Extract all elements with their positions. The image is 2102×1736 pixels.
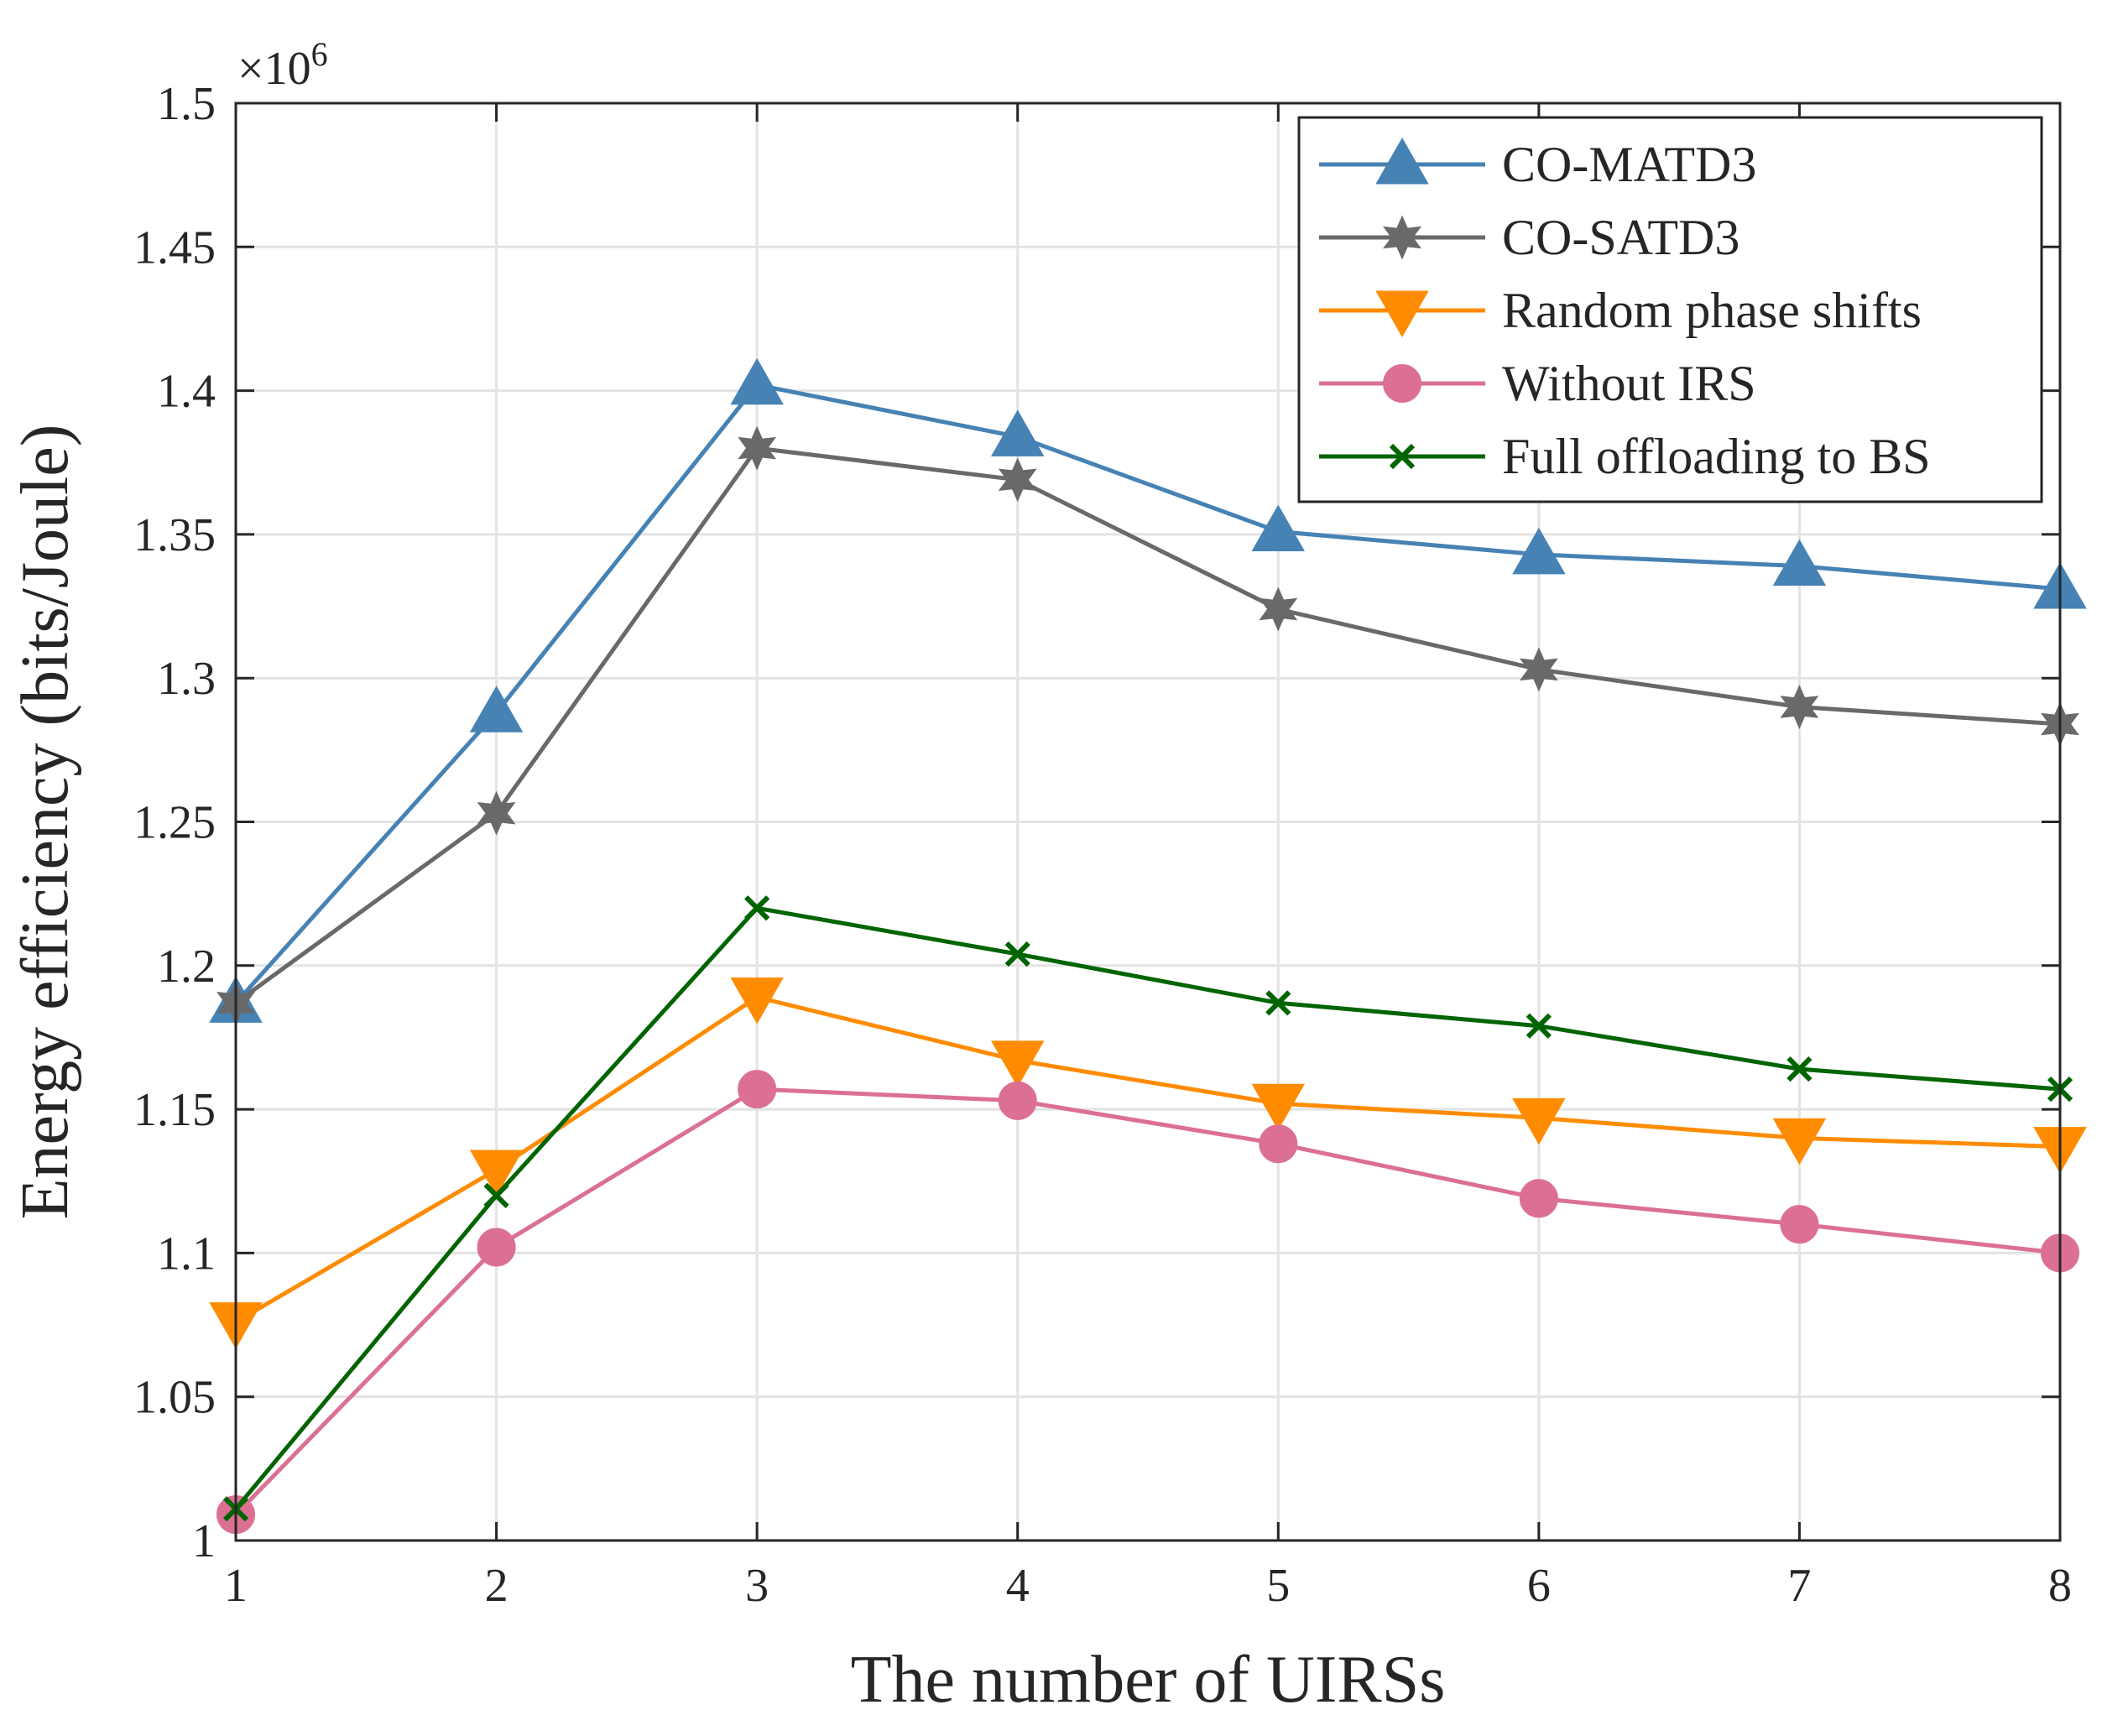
legend-label: Without IRS bbox=[1502, 356, 1756, 411]
series-line-co-satd3 bbox=[234, 446, 2061, 1005]
plot-frame bbox=[234, 102, 2062, 1542]
data-point-random-phase-shifts bbox=[730, 977, 784, 1024]
data-point-without-irs bbox=[1259, 1124, 1298, 1164]
series-line-without-irs bbox=[234, 1087, 2061, 1516]
series-without-irs bbox=[216, 1070, 2079, 1535]
y-axis-title: Energy efficiency (bits/Joule) bbox=[8, 425, 82, 1220]
y-tick-label: 1.45 bbox=[133, 222, 216, 274]
legend-label: CO-SATD3 bbox=[1502, 210, 1739, 265]
series-line-random-phase-shifts bbox=[234, 995, 2061, 1324]
data-point-random-phase-shifts bbox=[1251, 1083, 1306, 1131]
legend-item-co-matd3: CO-MATD3 bbox=[1319, 137, 1756, 192]
legend-label: Full offloading to BS bbox=[1502, 429, 1931, 484]
series-layer bbox=[209, 357, 2087, 1535]
series-random-phase-shifts bbox=[209, 977, 2087, 1349]
x-tick-label: 3 bbox=[745, 1560, 769, 1612]
y-tick-label: 1.15 bbox=[133, 1084, 216, 1136]
x-axis-title: The number of UIRSs bbox=[851, 1643, 1446, 1717]
legend-item-full-offloading-to-bs: Full offloading to BS bbox=[1319, 429, 1931, 484]
legend-label: CO-MATD3 bbox=[1502, 137, 1756, 192]
x-tick-label: 7 bbox=[1787, 1560, 1811, 1612]
y-tick-label: 1.05 bbox=[133, 1372, 216, 1424]
series-full-offloading-to-bs bbox=[222, 895, 2073, 1522]
data-point-co-satd3 bbox=[998, 457, 1037, 503]
y-tick-label: 1.3 bbox=[157, 653, 216, 705]
data-point-without-irs bbox=[1519, 1179, 1558, 1218]
y-tick-label: 1.2 bbox=[157, 941, 216, 993]
data-point-full-offloading-to-bs bbox=[1265, 990, 1291, 1016]
legend-label: Random phase shifts bbox=[1502, 283, 1922, 338]
data-point-random-phase-shifts bbox=[469, 1150, 524, 1197]
legend-marker bbox=[1383, 215, 1421, 260]
legend-item-without-irs: Without IRS bbox=[1319, 356, 1756, 411]
legend-item-co-satd3: CO-SATD3 bbox=[1319, 210, 1739, 265]
x-tick-label: 1 bbox=[224, 1560, 248, 1612]
series-line-co-matd3 bbox=[234, 383, 2061, 1004]
data-point-without-irs bbox=[998, 1081, 1037, 1120]
y-tick-label: 1.4 bbox=[157, 366, 216, 418]
data-point-random-phase-shifts bbox=[990, 1040, 1045, 1087]
y-axis-exponent-base: ×10 bbox=[237, 43, 311, 95]
y-tick-label: 1.35 bbox=[133, 509, 216, 561]
x-tick-label: 8 bbox=[2048, 1560, 2072, 1612]
data-point-co-matd3 bbox=[469, 686, 524, 732]
data-point-co-matd3 bbox=[1512, 527, 1566, 575]
data-point-full-offloading-to-bs bbox=[483, 1182, 509, 1209]
data-point-without-irs bbox=[738, 1070, 777, 1109]
y-tick-label: 1 bbox=[192, 1515, 216, 1567]
legend-item-random-phase-shifts: Random phase shifts bbox=[1319, 283, 1922, 338]
y-axis-exponent: ×106 bbox=[237, 35, 328, 96]
legend-marker bbox=[1389, 443, 1416, 470]
data-point-random-phase-shifts bbox=[1772, 1118, 1827, 1165]
legend-marker bbox=[1383, 364, 1421, 403]
data-point-without-irs bbox=[1780, 1205, 1819, 1244]
x-tick-label: 6 bbox=[1527, 1560, 1551, 1612]
x-tick-label: 4 bbox=[1006, 1560, 1030, 1612]
y-tick-label: 1.25 bbox=[133, 797, 216, 849]
data-point-full-offloading-to-bs bbox=[1786, 1056, 1813, 1082]
data-point-co-matd3 bbox=[1772, 539, 1827, 586]
data-point-without-irs bbox=[477, 1228, 516, 1267]
x-tick-label: 5 bbox=[1266, 1560, 1290, 1612]
data-point-full-offloading-to-bs bbox=[1526, 1013, 1552, 1039]
data-point-co-satd3 bbox=[738, 425, 777, 471]
data-point-random-phase-shifts bbox=[1512, 1097, 1566, 1145]
data-point-co-matd3 bbox=[730, 357, 784, 405]
y-tick-label: 1.5 bbox=[157, 78, 216, 130]
data-point-co-satd3 bbox=[1519, 647, 1558, 692]
data-point-co-matd3 bbox=[1251, 504, 1306, 551]
data-point-co-satd3 bbox=[477, 790, 516, 836]
axis-ticks: 1 2 3 4 5 6 7 8 1 1.05 1.1 1.15 1.2 1.25 1.3 1.35 1.4 1.4… bbox=[133, 78, 2072, 1612]
data-point-co-satd3 bbox=[1259, 586, 1298, 632]
data-point-full-offloading-to-bs bbox=[1004, 941, 1030, 967]
data-point-full-offloading-to-bs bbox=[744, 895, 770, 921]
y-tick-label: 1.1 bbox=[157, 1228, 216, 1280]
legend-marker bbox=[1375, 290, 1429, 338]
legend-marker bbox=[1375, 137, 1429, 185]
series-line-full-offloading-to-bs bbox=[234, 905, 2061, 1510]
data-point-co-satd3 bbox=[1780, 685, 1819, 729]
x-tick-label: 2 bbox=[485, 1560, 509, 1612]
y-axis-exponent-power: 6 bbox=[311, 35, 328, 73]
legend: CO-MATD3 CO-SATD3 Random phase shifts Witho… bbox=[1297, 116, 2043, 503]
data-point-co-matd3 bbox=[990, 409, 1045, 456]
